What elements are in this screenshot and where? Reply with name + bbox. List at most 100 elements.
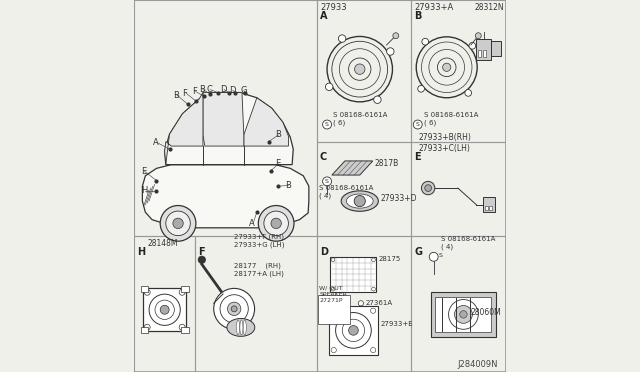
Circle shape bbox=[371, 347, 376, 353]
Circle shape bbox=[393, 33, 399, 39]
Circle shape bbox=[179, 324, 185, 330]
Circle shape bbox=[220, 295, 248, 323]
Circle shape bbox=[429, 252, 438, 261]
Bar bbox=[412, 0, 506, 142]
Bar bbox=[476, 39, 491, 60]
Text: S 08168-6161A
( 6): S 08168-6161A ( 6) bbox=[333, 112, 387, 126]
Ellipse shape bbox=[237, 320, 239, 335]
Text: 28312N: 28312N bbox=[475, 3, 504, 12]
Bar bbox=[412, 142, 506, 236]
Circle shape bbox=[339, 35, 346, 42]
Text: E: E bbox=[414, 152, 421, 162]
Circle shape bbox=[372, 258, 376, 262]
Bar bbox=[181, 286, 189, 292]
Bar bbox=[181, 327, 189, 333]
Bar bbox=[318, 295, 351, 324]
Circle shape bbox=[166, 211, 190, 235]
Text: G: G bbox=[240, 86, 246, 95]
Text: S: S bbox=[416, 122, 420, 127]
Text: 27933+A: 27933+A bbox=[414, 3, 454, 12]
Circle shape bbox=[449, 299, 478, 329]
Circle shape bbox=[331, 287, 335, 291]
Bar bbox=[141, 327, 148, 333]
Circle shape bbox=[149, 294, 180, 326]
Text: S: S bbox=[325, 122, 329, 127]
Text: 27933+E: 27933+E bbox=[380, 321, 413, 327]
Text: E: E bbox=[141, 167, 146, 176]
Bar bbox=[491, 41, 501, 56]
Ellipse shape bbox=[240, 320, 243, 335]
Bar bbox=[134, 236, 195, 372]
Bar bbox=[330, 306, 378, 355]
Circle shape bbox=[374, 96, 381, 103]
Circle shape bbox=[460, 311, 467, 318]
Circle shape bbox=[418, 86, 424, 92]
Polygon shape bbox=[164, 93, 203, 165]
Circle shape bbox=[425, 185, 431, 192]
Circle shape bbox=[387, 48, 394, 55]
Bar bbox=[134, 0, 317, 236]
Text: B: B bbox=[285, 181, 291, 190]
Circle shape bbox=[155, 300, 174, 320]
Circle shape bbox=[372, 287, 376, 291]
Text: S: S bbox=[438, 253, 442, 258]
Text: B: B bbox=[173, 91, 179, 100]
Circle shape bbox=[323, 177, 332, 186]
Circle shape bbox=[160, 205, 196, 241]
Bar bbox=[195, 236, 317, 372]
Text: 27361A: 27361A bbox=[365, 300, 392, 306]
Text: A: A bbox=[320, 11, 328, 21]
Circle shape bbox=[354, 196, 365, 206]
Circle shape bbox=[173, 218, 183, 228]
Circle shape bbox=[469, 42, 476, 49]
Circle shape bbox=[335, 312, 371, 348]
Circle shape bbox=[231, 306, 237, 312]
Polygon shape bbox=[332, 161, 372, 175]
Circle shape bbox=[326, 83, 333, 90]
Polygon shape bbox=[203, 93, 244, 146]
Polygon shape bbox=[164, 93, 293, 165]
Circle shape bbox=[413, 120, 422, 129]
Ellipse shape bbox=[346, 194, 373, 208]
Circle shape bbox=[371, 308, 376, 313]
Text: 27933+B(RH)
27933+C(LH): 27933+B(RH) 27933+C(LH) bbox=[419, 133, 472, 153]
Text: D: D bbox=[320, 247, 328, 257]
Bar bbox=[478, 50, 481, 57]
Ellipse shape bbox=[227, 318, 255, 336]
Text: 28175: 28175 bbox=[378, 256, 401, 262]
Circle shape bbox=[160, 305, 169, 314]
Bar bbox=[330, 257, 376, 292]
Bar bbox=[435, 296, 492, 332]
Circle shape bbox=[342, 319, 365, 341]
Circle shape bbox=[227, 302, 241, 315]
Text: H: H bbox=[141, 186, 147, 195]
Text: C: C bbox=[320, 152, 327, 162]
Bar bbox=[483, 198, 495, 212]
Circle shape bbox=[355, 64, 365, 74]
Text: B: B bbox=[414, 11, 422, 21]
Circle shape bbox=[259, 205, 294, 241]
Text: 27933+F (RH)
27933+G (LH): 27933+F (RH) 27933+G (LH) bbox=[234, 234, 285, 248]
Polygon shape bbox=[142, 165, 309, 228]
Bar bbox=[484, 206, 488, 210]
Text: W/ OUT
SPEAKER
27271P: W/ OUT SPEAKER 27271P bbox=[319, 285, 347, 303]
Text: J284009N: J284009N bbox=[458, 360, 498, 369]
Bar bbox=[431, 292, 496, 337]
Bar bbox=[141, 286, 148, 292]
Bar bbox=[317, 0, 412, 142]
Bar bbox=[489, 206, 492, 210]
Text: D: D bbox=[229, 86, 236, 95]
Circle shape bbox=[349, 326, 358, 335]
Circle shape bbox=[331, 308, 337, 313]
Bar bbox=[317, 236, 412, 372]
Text: S 08168-6161A
( 4): S 08168-6161A ( 4) bbox=[319, 185, 373, 199]
Circle shape bbox=[358, 301, 364, 306]
Text: 27933+D: 27933+D bbox=[380, 194, 417, 203]
Circle shape bbox=[214, 288, 255, 329]
Text: 2817B: 2817B bbox=[374, 158, 399, 168]
Circle shape bbox=[144, 289, 150, 295]
Bar bbox=[483, 50, 486, 57]
Circle shape bbox=[443, 63, 451, 71]
Text: S: S bbox=[325, 179, 329, 184]
Circle shape bbox=[331, 347, 337, 353]
